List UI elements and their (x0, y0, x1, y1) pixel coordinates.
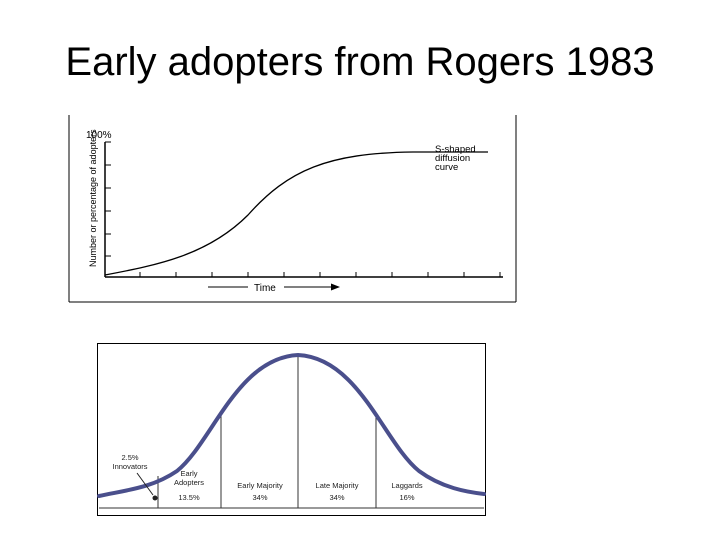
s-curve-y-top-label: 100% (86, 130, 112, 141)
innovators-percent: 2.5% (121, 453, 138, 462)
laggards-label: Laggards (391, 481, 423, 490)
s-curve-svg: 100% Number or percentage of adopters S-… (68, 115, 517, 303)
bell-curve-svg: 2.5% Innovators Early Adopters 13.5% Ear… (97, 343, 486, 516)
innovators-pointer-dot (152, 495, 158, 501)
s-curve-line (104, 151, 488, 276)
early-adopters-label-line2: Adopters (174, 478, 204, 487)
s-curve-x-ticks (139, 272, 501, 277)
late-majority-percent: 34% (329, 493, 344, 502)
innovators-label: Innovators (112, 462, 147, 471)
innovators-pointer (136, 472, 154, 496)
s-curve-label-line3: curve (435, 162, 458, 173)
slide-title: Early adopters from Rogers 1983 (65, 40, 655, 84)
bell-curve-figure: 2.5% Innovators Early Adopters 13.5% Ear… (97, 343, 487, 523)
early-adopters-label-line1: Early (180, 469, 197, 478)
s-curve-y-axis-label: Number or percentage of adopters (88, 129, 98, 267)
early-majority-label: Early Majority (237, 481, 283, 490)
time-arrow-head (331, 283, 340, 291)
laggards-percent: 16% (399, 493, 414, 502)
bell-curve-line (97, 352, 486, 498)
early-adopters-percent: 13.5% (178, 493, 200, 502)
s-curve-x-axis-label: Time (254, 283, 276, 294)
s-curve-figure: 100% Number or percentage of adopters S-… (68, 115, 518, 310)
early-majority-percent: 34% (252, 493, 267, 502)
s-curve-y-ticks (105, 141, 111, 257)
bell-curve-border (97, 343, 486, 516)
s-curve-label-line2: diffusion (435, 153, 470, 164)
late-majority-label: Late Majority (316, 481, 359, 490)
s-curve-label-line1: S-shaped (435, 144, 476, 155)
